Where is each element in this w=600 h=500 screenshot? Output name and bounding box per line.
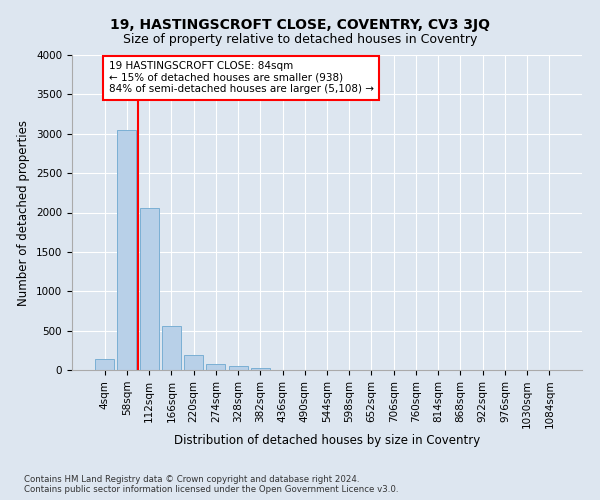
Bar [229,366,248,370]
X-axis label: Distribution of detached houses by size in Coventry: Distribution of detached houses by size … [174,434,480,447]
Bar [184,354,203,370]
Y-axis label: Number of detached properties: Number of detached properties [17,120,31,306]
Bar [140,208,158,370]
Text: 19, HASTINGSCROFT CLOSE, COVENTRY, CV3 3JQ: 19, HASTINGSCROFT CLOSE, COVENTRY, CV3 3… [110,18,490,32]
Bar [162,326,181,370]
Bar [206,364,225,370]
Text: 19 HASTINGSCROFT CLOSE: 84sqm
← 15% of detached houses are smaller (938)
84% of : 19 HASTINGSCROFT CLOSE: 84sqm ← 15% of d… [109,62,374,94]
Text: Size of property relative to detached houses in Coventry: Size of property relative to detached ho… [123,32,477,46]
Text: Contains HM Land Registry data © Crown copyright and database right 2024.
Contai: Contains HM Land Registry data © Crown c… [24,474,398,494]
Bar [251,368,270,370]
Bar [95,358,114,370]
Bar [118,130,136,370]
